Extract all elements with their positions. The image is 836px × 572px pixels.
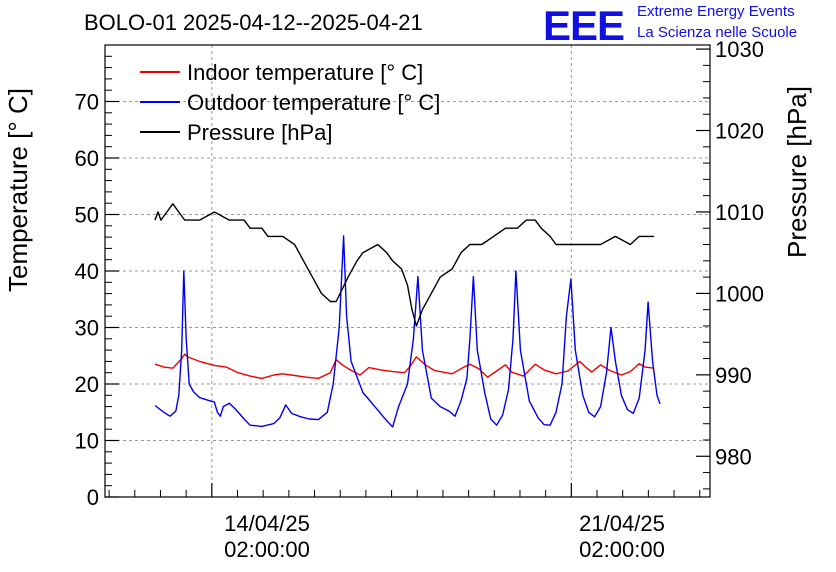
series-line-1 xyxy=(154,353,655,380)
y-tick-label: 60 xyxy=(75,146,99,171)
plot-frame xyxy=(104,44,711,498)
y-tick-label: 10 xyxy=(75,429,99,454)
legend-label: Indoor temperature [° C] xyxy=(187,60,423,85)
y-tick-label: 30 xyxy=(75,316,99,341)
y2-tick-label: 1030 xyxy=(715,37,764,62)
legend-label: Pressure [hPa] xyxy=(187,120,333,145)
x-tick-label-1: 14/04/25 02:00:00 xyxy=(197,511,337,563)
y2-tick-label: 1000 xyxy=(715,281,764,306)
y-axis-label: Temperature [° C] xyxy=(3,88,33,292)
y2-tick-label: 990 xyxy=(715,363,752,388)
y-tick-label: 40 xyxy=(75,259,99,284)
y2-tick-label: 1020 xyxy=(715,119,764,144)
legend: Indoor temperature [° C] Outdoor temperat… xyxy=(140,60,440,145)
legend-label: Outdoor temperature [° C] xyxy=(187,90,440,115)
series-line-3 xyxy=(154,203,655,327)
chart-title: BOLO-01 2025-04-12--2025-04-21 xyxy=(84,10,423,35)
eee-logo: EEE xyxy=(543,2,625,49)
x-tick-time: 02:00:00 xyxy=(224,537,310,562)
logo-line-1: Extreme Energy Events xyxy=(637,3,795,20)
x-tick-time: 02:00:00 xyxy=(579,537,665,562)
y-tick-label: 70 xyxy=(75,90,99,115)
series-line-2 xyxy=(154,235,661,428)
logo-line-2: La Scienza nelle Scuole xyxy=(637,24,798,41)
y2-tick-label: 1010 xyxy=(715,200,764,225)
y-tick-label: 20 xyxy=(75,372,99,397)
y2-tick-label: 980 xyxy=(715,444,752,469)
y-tick-label: 50 xyxy=(75,203,99,228)
y-tick-label: 0 xyxy=(87,485,99,510)
x-tick-date: 14/04/25 xyxy=(224,511,310,536)
y2-axis-label: Pressure [hPa] xyxy=(782,86,812,258)
series-lines xyxy=(154,203,661,428)
x-tick-label-2: 21/04/25 02:00:00 xyxy=(552,511,692,563)
axis-ticks xyxy=(105,48,710,498)
x-tick-date: 21/04/25 xyxy=(579,511,665,536)
